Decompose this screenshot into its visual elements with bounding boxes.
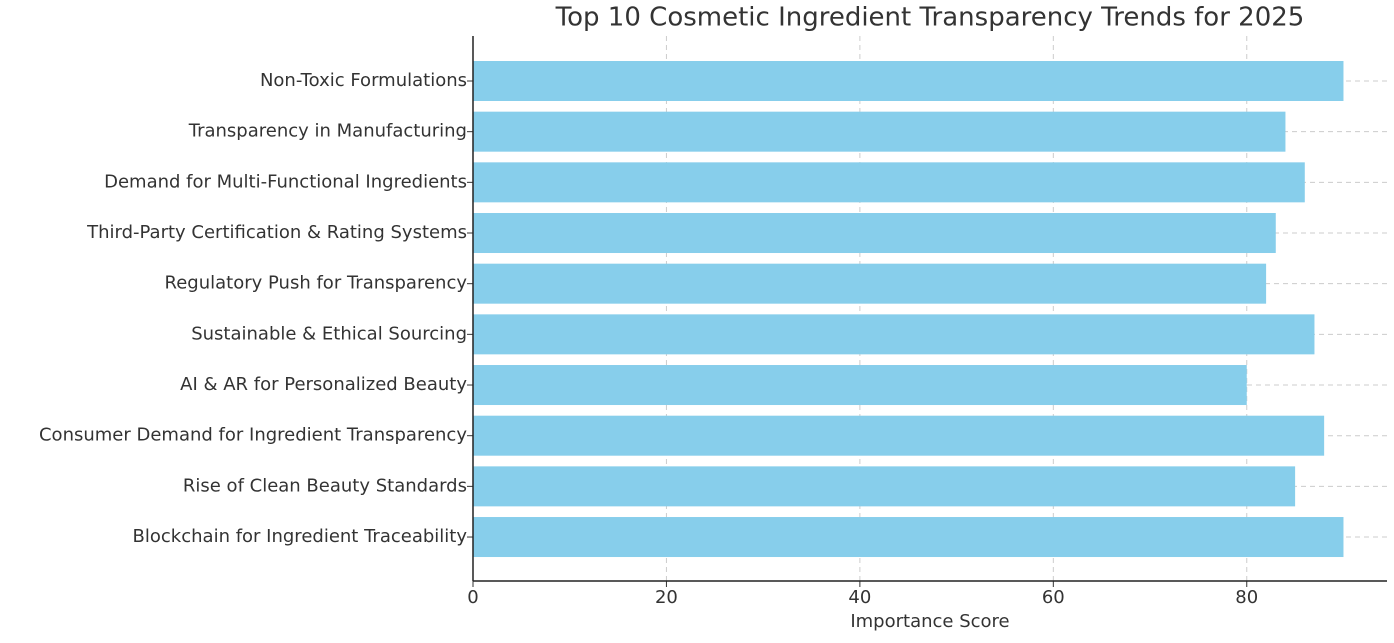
bar <box>473 111 1286 152</box>
bar <box>473 466 1296 507</box>
y-tick-label: Third-Party Certification & Rating Syste… <box>86 222 467 243</box>
y-tick-label: Regulatory Push for Transparency <box>165 273 468 294</box>
bar <box>473 517 1344 558</box>
y-tick-label: Non-Toxic Formulations <box>260 70 467 91</box>
x-tick-label: 20 <box>655 587 678 608</box>
y-tick-label: Consumer Demand for Ingredient Transpare… <box>39 425 467 446</box>
y-tick-label: AI & AR for Personalized Beauty <box>180 374 467 395</box>
bar <box>473 162 1305 203</box>
x-tick-label: 60 <box>1042 587 1065 608</box>
x-tick-label: 80 <box>1235 587 1258 608</box>
x-tick-label: 0 <box>467 587 478 608</box>
y-tick-label: Transparency in Manufacturing <box>188 121 467 142</box>
x-tick-label: 40 <box>848 587 871 608</box>
bar <box>473 263 1267 304</box>
bar <box>473 61 1344 101</box>
bar <box>473 415 1325 456</box>
y-tick-label: Rise of Clean Beauty Standards <box>183 475 467 496</box>
y-tick-label: Sustainable & Ethical Sourcing <box>191 323 467 344</box>
bar <box>473 213 1276 254</box>
bar <box>473 365 1247 406</box>
x-axis-label: Importance Score <box>850 611 1009 632</box>
bar <box>473 314 1315 355</box>
y-tick-label: Blockchain for Ingredient Traceability <box>133 526 468 547</box>
chart-title: Top 10 Cosmetic Ingredient Transparency … <box>555 3 1305 33</box>
y-tick-label: Demand for Multi-Functional Ingredients <box>104 171 467 192</box>
